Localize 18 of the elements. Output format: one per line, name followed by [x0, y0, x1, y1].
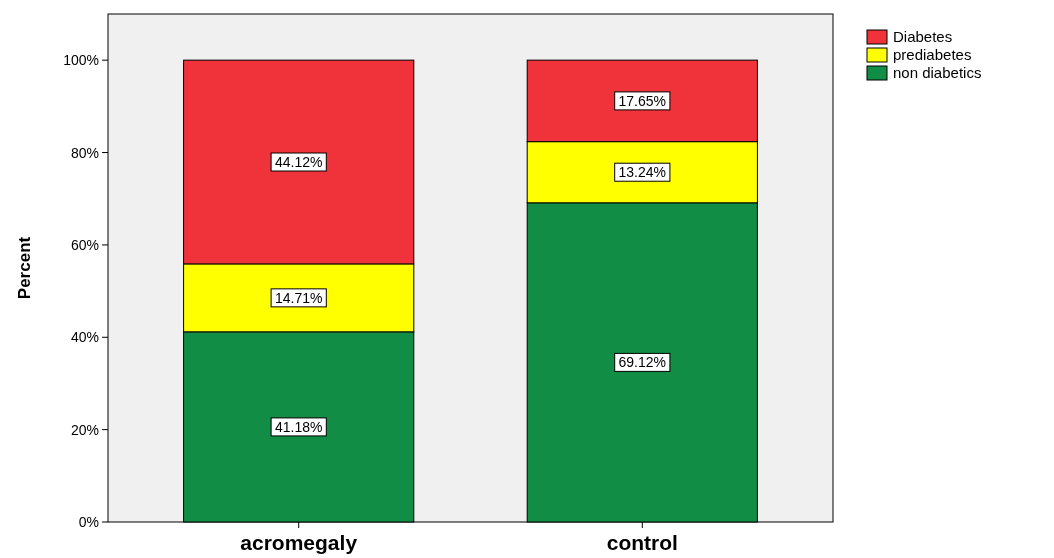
legend-label: Diabetes: [893, 28, 953, 45]
data-label: 14.71%: [274, 289, 323, 306]
data-label: 41.18%: [274, 418, 323, 435]
y-tick-label: 0%: [78, 514, 99, 530]
data-label: 69.12%: [618, 354, 667, 371]
y-axis-title: Percent: [15, 236, 34, 300]
y-tick-label: 40%: [70, 329, 99, 346]
legend-label: non diabetics: [893, 64, 982, 81]
y-tick-label: 80%: [70, 144, 99, 161]
legend-label: prediabetes: [893, 46, 972, 63]
data-label: 44.12%: [274, 154, 323, 171]
y-tick-label: 100%: [63, 52, 99, 69]
x-tick-label: control: [606, 531, 678, 554]
y-tick-label: 60%: [70, 236, 99, 253]
data-label: 13.24%: [618, 164, 667, 181]
y-tick-label: 20%: [70, 421, 99, 438]
x-tick-label: acromegaly: [240, 531, 358, 554]
data-label: 17.65%: [618, 92, 667, 109]
